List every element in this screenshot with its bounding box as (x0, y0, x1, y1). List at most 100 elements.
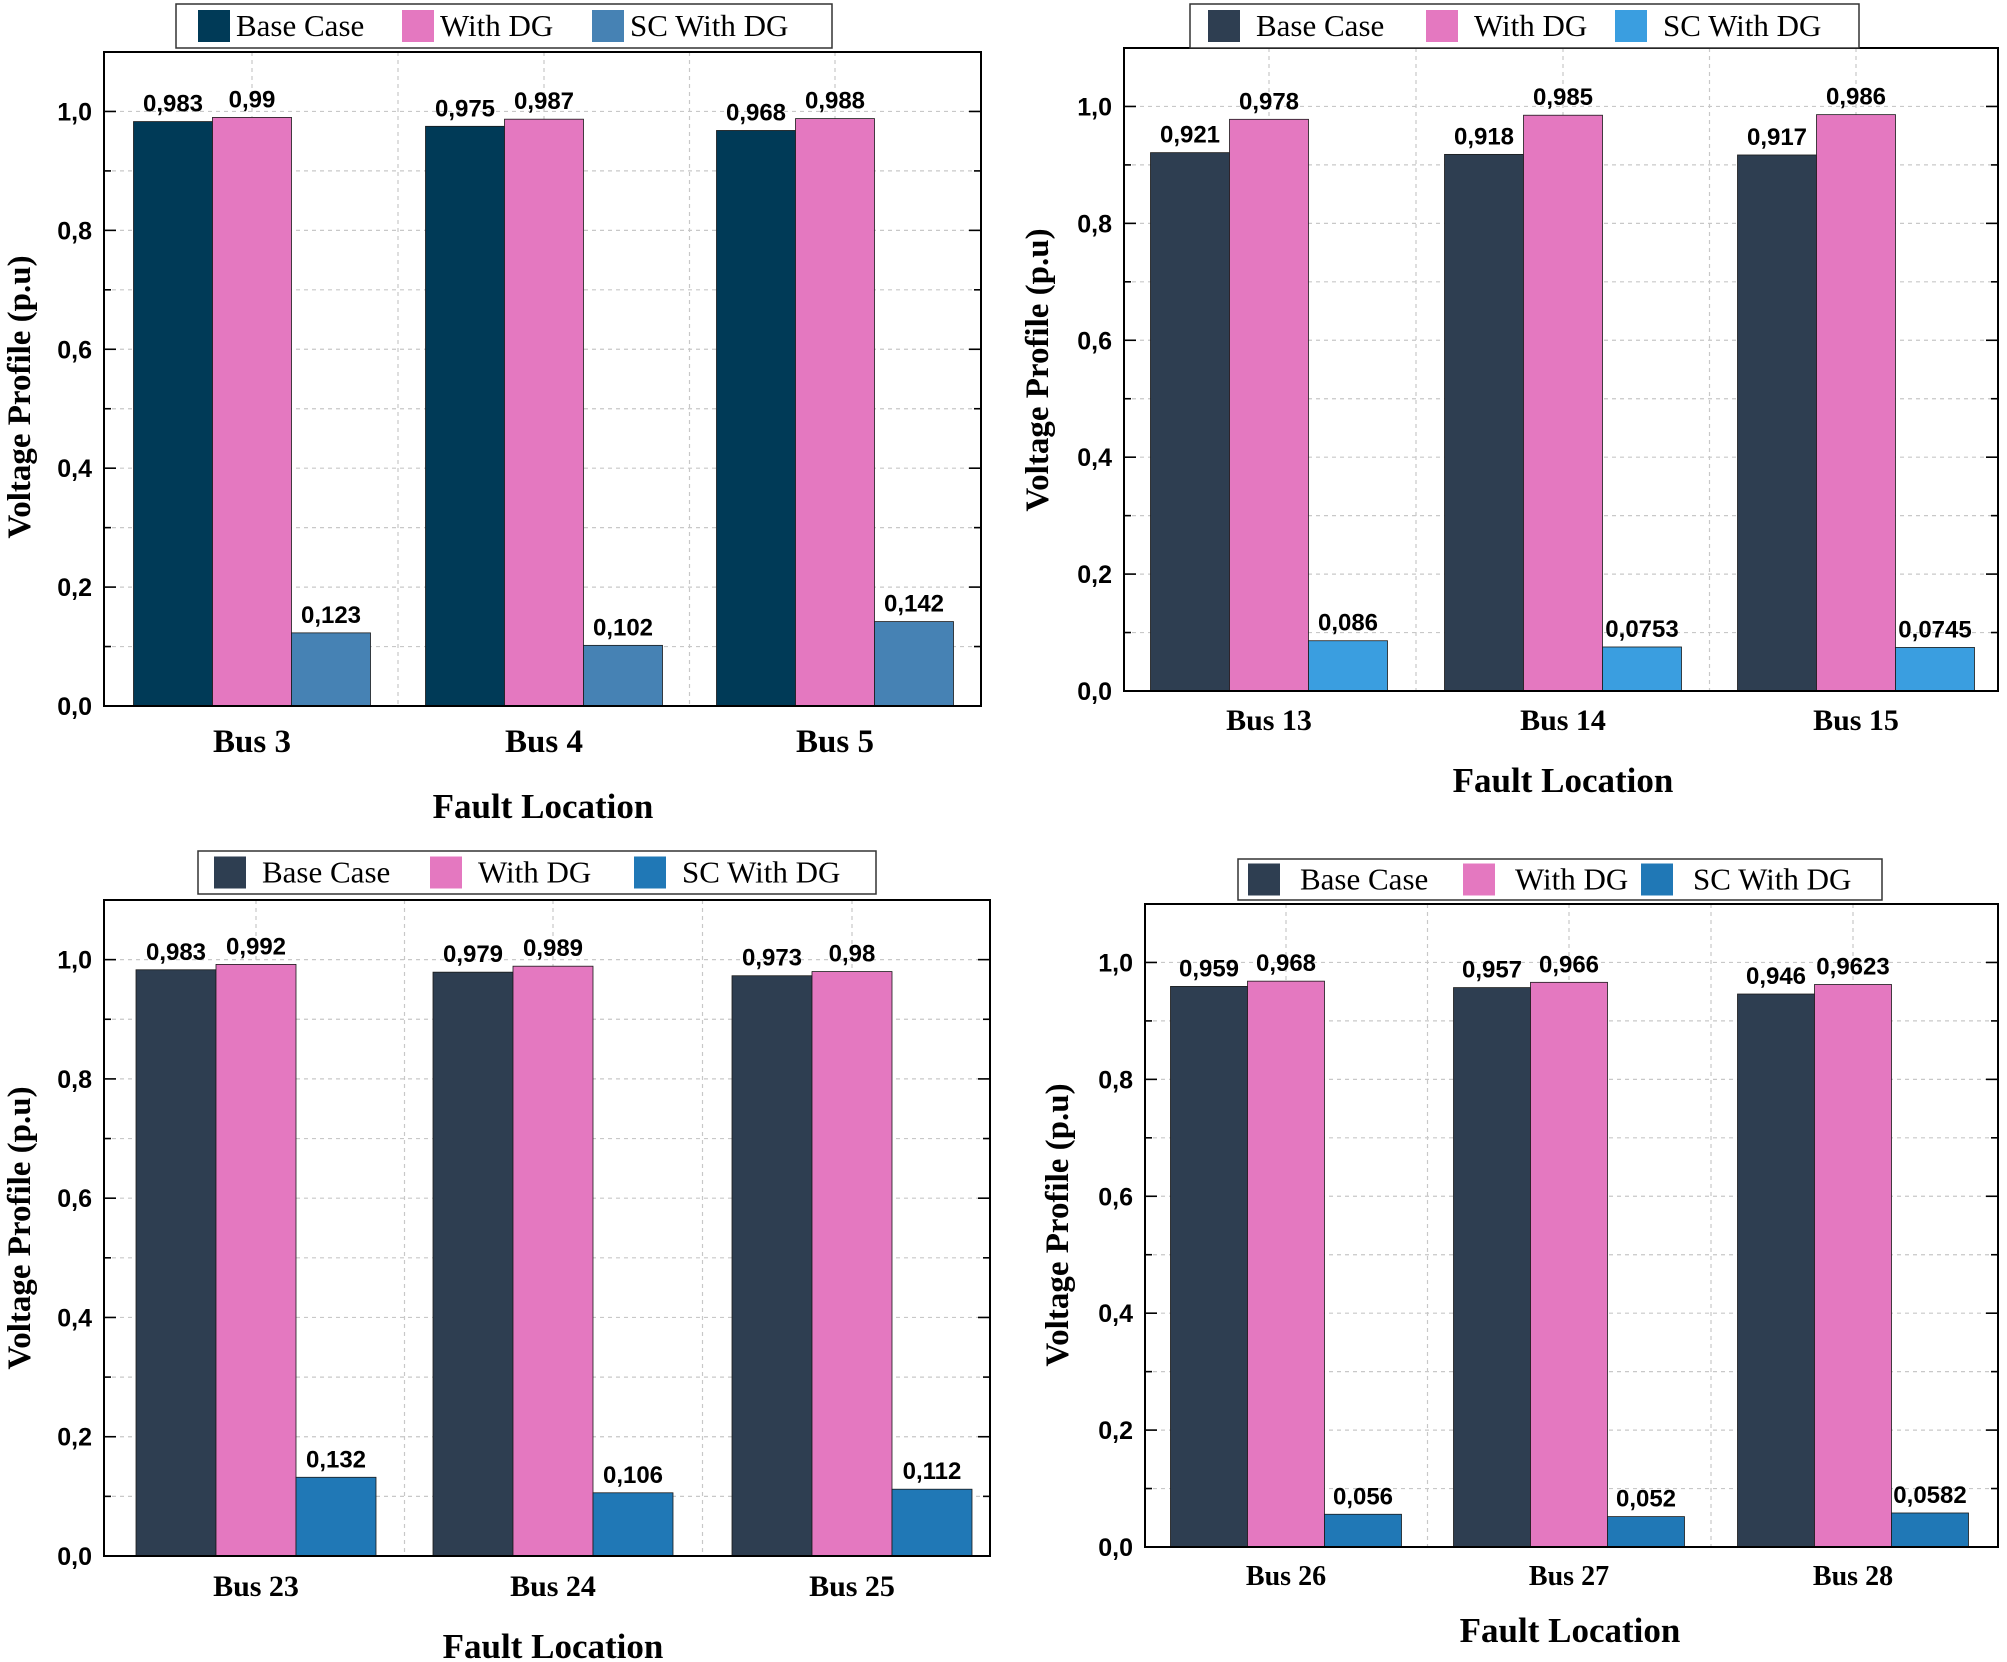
y-tick-label: 0,8 (57, 217, 92, 245)
data-label: 0,992 (226, 933, 286, 960)
bar-with-dg (1229, 118, 1309, 692)
legend-label: Base Case (1256, 8, 1384, 43)
data-label: 0,9623 (1816, 953, 1889, 980)
data-label: 0,983 (146, 939, 206, 966)
y-tick-label: 1,0 (57, 947, 92, 975)
bar-base-case (135, 969, 217, 1557)
data-label: 0,989 (523, 935, 583, 962)
bar-sc-with-dg (291, 632, 371, 707)
plot-frame (1144, 903, 1999, 1548)
chart-panel-4: 0,0 0,2 0,4 0,6 0,8 1,0 0,959 0,957 0,946 0,968 0,… (1040, 858, 1999, 1650)
data-label: 0,975 (435, 95, 495, 122)
bar-sc-with-dg (891, 1488, 973, 1557)
bar-with-dg (212, 117, 292, 707)
data-label: 0,968 (726, 99, 786, 126)
y-tick-label: 0,8 (1098, 1066, 1133, 1094)
x-category-label: Bus 27 (1529, 1561, 1609, 1592)
y-tick-label: 0,8 (1077, 210, 1112, 238)
data-label: 0,918 (1454, 123, 1514, 150)
y-axis-title: Voltage Profile (p.u) (2, 255, 38, 538)
bar-with-dg (215, 964, 297, 1557)
y-tick-label: 0,6 (1098, 1183, 1133, 1211)
plot-frame (103, 51, 982, 707)
data-label: 0,98 (829, 941, 876, 968)
legend-label: SC With DG (630, 8, 788, 43)
data-label: 0,966 (1539, 951, 1599, 978)
data-label: 0,112 (903, 1458, 962, 1485)
legend-label: With DG (1474, 8, 1587, 43)
bar-with-dg (1814, 984, 1892, 1548)
bar-base-case (1737, 993, 1815, 1548)
legend: Base Case With DG SC With DG (1189, 3, 1860, 49)
data-label: 0,968 (1256, 950, 1316, 977)
legend-box (1189, 3, 1860, 49)
legend: Base Case With DG SC With DG (197, 850, 877, 895)
data-label: 0,99 (229, 86, 276, 113)
bar-base-case (1150, 152, 1230, 692)
x-category-label: Bus 5 (796, 724, 874, 760)
bar-base-case (716, 130, 796, 707)
y-tick-label: 0,2 (1077, 561, 1112, 589)
data-label: 0,0753 (1605, 616, 1678, 643)
data-label: 0,987 (514, 88, 574, 115)
y-tick-label: 0,4 (1077, 444, 1112, 472)
legend-box (1237, 858, 1883, 901)
y-tick-label: 0,8 (57, 1066, 92, 1094)
data-label: 0,123 (301, 602, 361, 629)
data-label: 0,142 (884, 591, 944, 618)
data-label: 0,921 (1160, 122, 1220, 149)
bar-base-case (133, 121, 213, 707)
legend-swatch (1208, 10, 1240, 42)
y-tick-label: 0,6 (57, 1185, 92, 1213)
y-axis-title: Voltage Profile (p.u) (2, 1086, 38, 1369)
legend-label: With DG (1515, 862, 1628, 897)
bar-with-dg (1247, 980, 1325, 1548)
x-category-label: Bus 14 (1520, 704, 1606, 737)
legend-swatch (214, 856, 246, 889)
bar-with-dg (795, 118, 875, 707)
x-category-label: Bus 3 (213, 724, 291, 760)
y-tick-label: 0,0 (57, 1543, 92, 1571)
bar-sc-with-dg (592, 1492, 674, 1557)
plot-frame (103, 899, 991, 1557)
bar-with-dg (1816, 114, 1896, 692)
data-label: 0,0582 (1893, 1482, 1966, 1509)
y-tick-label: 0,2 (57, 574, 92, 602)
x-category-label: Bus 15 (1813, 704, 1899, 737)
y-tick-label: 0,2 (57, 1424, 92, 1452)
data-label: 0,946 (1746, 963, 1806, 990)
data-label: 0,985 (1533, 84, 1593, 111)
y-tick-label: 1,0 (57, 98, 92, 126)
legend-label: Base Case (1300, 862, 1428, 897)
chart-panel-3: 0,0 0,2 0,4 0,6 0,8 1,0 0,983 0,979 0,973 0,992 0,… (2, 850, 991, 1662)
x-axis-title: Fault Location (1460, 1611, 1681, 1650)
data-label: 0,973 (742, 945, 802, 972)
bar-base-case (1737, 154, 1817, 692)
bar-sc-with-dg (1895, 647, 1975, 692)
x-category-label: Bus 4 (505, 724, 583, 760)
y-axis-title: Voltage Profile (p.u) (1040, 1083, 1076, 1366)
bar-with-dg (504, 118, 584, 707)
legend-swatch (592, 10, 624, 42)
data-label: 0,917 (1747, 124, 1807, 151)
bar-base-case (432, 971, 514, 1557)
bar-with-dg (1530, 981, 1608, 1548)
bar-with-dg (512, 965, 594, 1557)
x-axis-title: Fault Location (433, 787, 654, 826)
data-label: 0,988 (805, 88, 865, 115)
legend-swatch (1615, 10, 1647, 42)
y-tick-label: 0,4 (1098, 1300, 1133, 1328)
legend-box (197, 850, 877, 895)
data-label: 0,983 (143, 91, 203, 118)
legend-swatch (402, 10, 434, 42)
bar-base-case (425, 125, 505, 707)
legend-label: With DG (478, 855, 591, 890)
bar-with-dg (811, 971, 893, 1557)
legend-label: SC With DG (1693, 862, 1851, 897)
data-label: 0,986 (1826, 84, 1886, 111)
legend-swatch (198, 10, 230, 42)
data-label: 0,102 (593, 614, 653, 641)
y-tick-label: 0,6 (57, 336, 92, 364)
legend: Base Case With DG SC With DG (175, 3, 833, 49)
